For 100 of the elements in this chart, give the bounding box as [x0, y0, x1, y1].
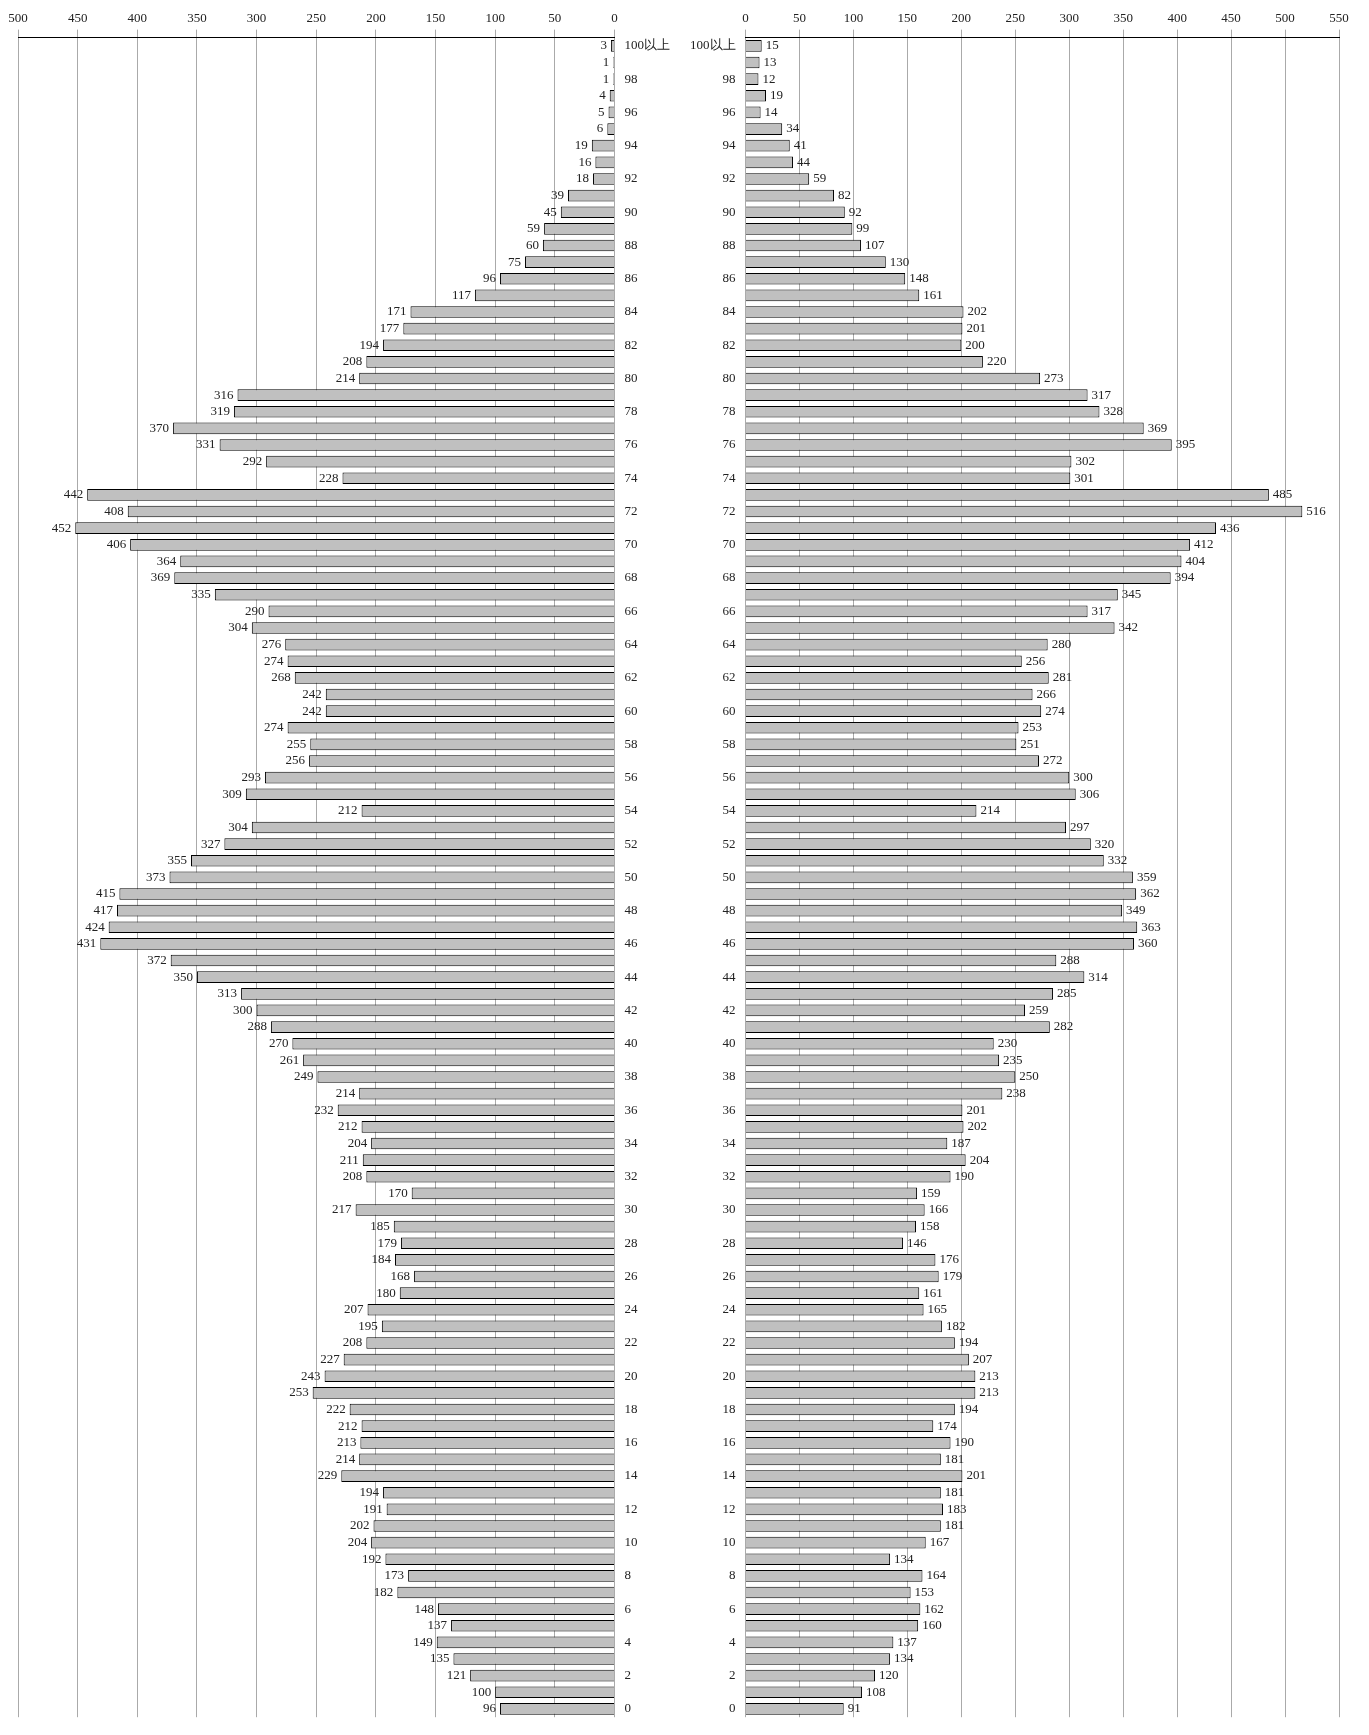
y-tick-label: 88: [624, 236, 638, 252]
data-label: 268: [271, 669, 291, 685]
y-tick-label: 22: [722, 1334, 736, 1350]
x-tick-label: 150: [425, 10, 446, 26]
x-tick-label: 350: [187, 10, 207, 26]
y-tick-label: 26: [624, 1267, 638, 1283]
data-label: 243: [301, 1367, 321, 1383]
data-label: 373: [146, 868, 166, 884]
y-tick-label: 40: [624, 1035, 638, 1051]
data-label: 19: [770, 87, 783, 103]
y-tick-label: 100以上: [624, 37, 670, 53]
data-label: 201: [966, 1467, 986, 1483]
data-label: 249: [293, 1068, 314, 1084]
data-label: 130: [889, 253, 910, 269]
data-label: 165: [927, 1301, 948, 1317]
y-tick-label: 74: [722, 469, 736, 485]
y-tick-label: 10: [722, 1534, 736, 1550]
data-label: 194: [359, 1484, 380, 1500]
data-label: 6: [596, 120, 604, 136]
y-tick-label: 56: [624, 769, 638, 785]
data-label: 202: [967, 303, 987, 319]
data-label: 332: [1107, 852, 1128, 868]
data-label: 100: [471, 1683, 492, 1699]
data-label: 363: [1141, 918, 1161, 934]
y-tick-label: 30: [624, 1201, 638, 1217]
data-label: 442: [63, 486, 84, 502]
y-tick-label: 84: [722, 303, 736, 319]
y-tick-label: 14: [624, 1467, 638, 1483]
y-tick-label: 8: [624, 1567, 631, 1583]
data-label: 415: [95, 885, 116, 901]
data-label: 345: [1121, 586, 1142, 602]
data-label: 201: [966, 1101, 986, 1117]
data-label: 408: [104, 502, 124, 518]
data-label: 276: [261, 636, 282, 652]
y-tick-label: 18: [722, 1400, 736, 1416]
data-label: 211: [339, 1151, 359, 1167]
x-tick-label: 500: [8, 10, 28, 26]
y-tick-label: 86: [624, 270, 638, 286]
data-label: 242: [302, 702, 322, 718]
y-tick-label: 78: [722, 403, 736, 419]
data-label: 92: [848, 203, 862, 219]
y-tick-label: 14: [722, 1467, 736, 1483]
data-label: 1: [602, 70, 610, 86]
data-label: 164: [926, 1567, 947, 1583]
x-tick-label: 400: [127, 10, 148, 26]
x-tick-label: 0: [742, 10, 749, 26]
data-label: 121: [446, 1667, 467, 1683]
data-label: 349: [1126, 902, 1146, 918]
data-label: 255: [286, 735, 307, 751]
data-label: 316: [214, 386, 235, 402]
data-label: 297: [1069, 818, 1090, 834]
data-label: 96: [482, 270, 497, 286]
data-label: 14: [764, 103, 779, 119]
data-label: 108: [866, 1683, 886, 1699]
data-label: 137: [897, 1633, 918, 1649]
data-label: 406: [106, 536, 127, 552]
y-tick-label: 36: [624, 1101, 638, 1117]
y-tick-label: 24: [722, 1301, 736, 1317]
data-label: 12: [762, 70, 776, 86]
data-label: 59: [527, 220, 541, 236]
data-label: 288: [1060, 951, 1080, 967]
y-tick-label: 70: [624, 536, 638, 552]
data-label: 331: [196, 436, 216, 452]
y-tick-label: 64: [722, 636, 736, 652]
data-label: 417: [93, 902, 114, 918]
y-tick-label: 32: [722, 1168, 736, 1184]
data-label: 360: [1137, 935, 1158, 951]
data-label: 285: [1057, 985, 1077, 1001]
y-tick-label: 98: [624, 70, 638, 86]
data-label: 135: [429, 1650, 450, 1666]
data-label: 404: [1185, 552, 1206, 568]
data-label: 251: [1020, 735, 1040, 751]
data-label: 15: [765, 37, 779, 53]
data-label: 60: [525, 236, 539, 252]
data-label: 166: [928, 1201, 949, 1217]
data-label: 304: [228, 818, 249, 834]
data-label: 5: [598, 103, 605, 119]
x-tick-label: 400: [1167, 10, 1187, 26]
data-label: 227: [320, 1351, 341, 1367]
y-tick-label: 92: [722, 170, 736, 186]
data-label: 181: [944, 1450, 965, 1466]
data-label: 179: [942, 1267, 963, 1283]
data-label: 516: [1306, 502, 1327, 518]
y-tick-label: 84: [624, 303, 638, 319]
data-label: 208: [342, 1168, 363, 1184]
y-tick-label: 40: [722, 1035, 736, 1051]
y-tick-label: 66: [722, 602, 736, 618]
x-tick-label: 350: [1113, 10, 1133, 26]
data-label: 185: [370, 1218, 390, 1234]
data-label: 191: [363, 1500, 383, 1516]
data-label: 452: [51, 519, 72, 535]
y-tick-label: 16: [722, 1434, 736, 1450]
data-label: 162: [924, 1600, 944, 1616]
data-label: 149: [413, 1633, 433, 1649]
y-tick-label: 12: [624, 1500, 638, 1516]
y-tick-label: 38: [722, 1068, 736, 1084]
data-label: 335: [191, 586, 211, 602]
y-tick-label: 20: [722, 1367, 736, 1383]
data-label: 180: [376, 1284, 396, 1300]
data-label: 120: [878, 1667, 899, 1683]
